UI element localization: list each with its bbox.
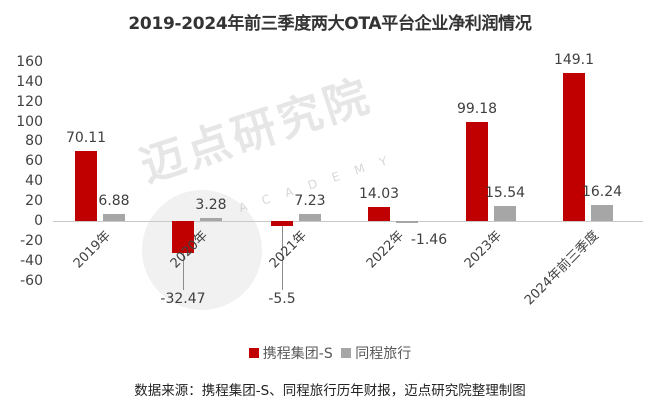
bar-tongcheng [494, 205, 516, 221]
bar-ctrip [172, 221, 194, 254]
bar-ctrip [368, 207, 390, 221]
value-label: 15.54 [484, 184, 526, 201]
y-tick-label: 20 [25, 193, 43, 210]
y-tick-label: 40 [25, 173, 43, 190]
value-label: -5.5 [268, 291, 296, 307]
y-tick-label: 0 [34, 213, 43, 229]
value-label: -1.46 [410, 232, 448, 248]
y-tick-label: 140 [16, 73, 43, 90]
legend-label: 携程集团-S [262, 346, 333, 362]
value-label: 6.88 [98, 193, 130, 210]
bar-tongcheng [396, 221, 418, 223]
value-label: -32.47 [160, 291, 206, 307]
bar-tongcheng [591, 204, 613, 221]
y-tick-label: -40 [20, 252, 43, 269]
value-label: 7.23 [294, 192, 326, 209]
leader-line [282, 226, 283, 290]
source-note: 数据来源：携程集团-S、同程旅行历年财报，迈点研究院整理制图 [134, 383, 526, 399]
value-label: 99.18 [456, 101, 498, 118]
legend-swatch-red [248, 347, 259, 358]
plot-area: 迈点研究院 ACADEMY 160 140 120 100 80 60 40 20 0 -20 -4… [16, 51, 643, 310]
bar-tongcheng [200, 217, 222, 221]
value-label: 70.11 [65, 130, 107, 147]
chart-title: 2019-2024年前三季度两大OTA平台企业净利润情况 [128, 14, 532, 34]
x-category-label: 2022年 [363, 228, 407, 272]
y-tick-label: 160 [16, 53, 43, 70]
value-label: 16.24 [581, 183, 623, 200]
y-tick-label: 120 [16, 93, 43, 110]
legend-label: 同程旅行 [355, 346, 412, 362]
bar-ctrip [75, 151, 97, 221]
legend-swatch-gray [341, 347, 352, 358]
value-label: 14.03 [358, 186, 400, 203]
x-category-label: 2023年 [461, 228, 505, 272]
bar-ctrip [271, 221, 293, 227]
value-label: 149.1 [553, 51, 595, 68]
bar-tongcheng [103, 214, 125, 221]
leader-line [183, 253, 184, 290]
x-category-label: 2024年前三季度 [521, 228, 602, 309]
bar-ctrip [563, 72, 585, 221]
zero-axis-line [53, 221, 643, 222]
bar-tongcheng [299, 213, 321, 221]
y-tick-label: 80 [25, 133, 43, 150]
legend-item-ctrip: 携程集团-S [248, 343, 333, 363]
watermark-logo [142, 190, 262, 310]
value-label: 3.28 [195, 196, 227, 213]
y-tick-label: -20 [20, 232, 43, 249]
bar-ctrip [466, 122, 488, 221]
y-tick-label: -60 [20, 272, 43, 289]
y-tick-label: 60 [25, 153, 43, 170]
legend-item-tongcheng: 同程旅行 [341, 343, 411, 363]
legend: 携程集团-S 同程旅行 [0, 343, 660, 363]
x-category-label: 2021年 [266, 228, 310, 272]
x-category-label: 2019年 [70, 228, 114, 272]
y-tick-label: 100 [16, 113, 43, 130]
